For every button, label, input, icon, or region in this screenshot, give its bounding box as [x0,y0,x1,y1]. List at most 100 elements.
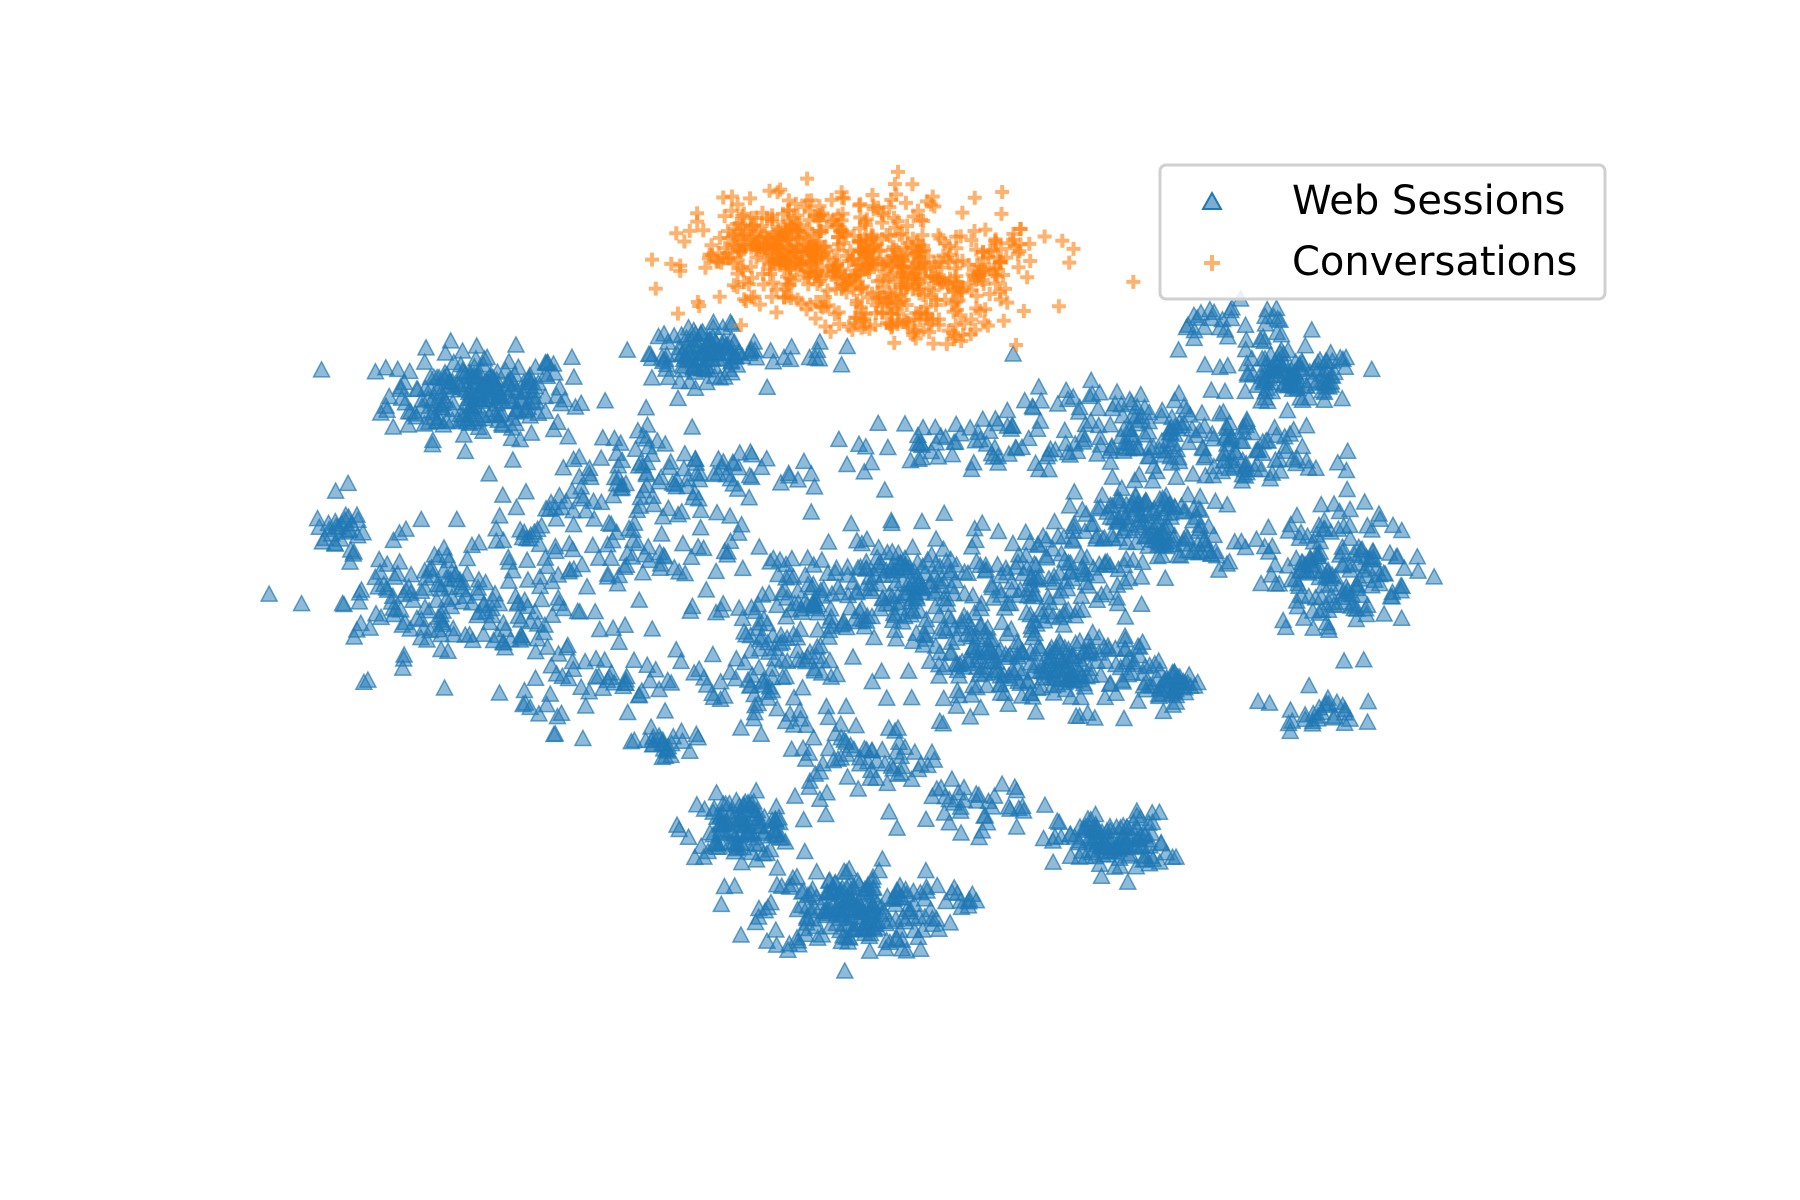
scatter-point-web-sessions [717,338,737,356]
scatter-point-web-sessions [794,451,814,470]
scatter-point-web-sessions [986,660,1006,678]
scatter-point-web-sessions [731,925,751,943]
scatter-point-web-sessions [1050,634,1070,653]
scatter-point-web-sessions [890,920,910,938]
scatter-point-conversations [898,195,913,210]
scatter-point-conversations [887,335,902,350]
scatter-point-web-sessions [591,448,611,466]
scatter-point-web-sessions [949,666,969,684]
scatter-point-web-sessions [721,820,740,839]
scatter-point-web-sessions [366,362,385,380]
scatter-point-web-sessions [629,590,649,608]
scatter-point-web-sessions [1374,604,1394,622]
scatter-point-web-sessions [922,742,942,760]
scatter-point-web-sessions [1065,827,1084,845]
scatter-point-web-sessions [923,914,942,933]
scatter-point-web-sessions [1154,701,1173,720]
scatter-point-web-sessions [725,876,744,894]
scatter-point-web-sessions [576,696,595,714]
scatter-point-web-sessions [642,619,662,637]
scatter-point-web-sessions [390,552,409,570]
scatter-point-web-sessions [691,518,710,536]
scatter-point-web-sessions [904,881,923,900]
scatter-point-web-sessions [837,336,857,355]
scatter-point-web-sessions [933,714,953,732]
scatter-point-web-sessions [872,661,891,679]
scatter-point-web-sessions [1049,659,1068,678]
scatter-point-web-sessions [1362,359,1382,378]
scatter-point-web-sessions [1248,691,1268,710]
scatter-point-web-sessions [1114,708,1134,727]
scatter-point-web-sessions [731,718,751,736]
scatter-point-web-sessions [1148,669,1168,687]
scatter-point-web-sessions [991,683,1010,701]
scatter-point-web-sessions [1259,517,1278,536]
scatter-point-web-sessions [434,368,454,387]
scatter-point-web-sessions [843,647,863,665]
scatter-point-conversations [1126,274,1141,289]
scatter-point-web-sessions [377,400,397,418]
scatter-point-web-sessions [1061,846,1080,864]
scatter-point-web-sessions [1302,320,1322,338]
scatter-point-web-sessions [1273,610,1293,629]
scatter-point-web-sessions [875,480,895,498]
scatter-point-web-sessions [712,894,731,913]
scatter-point-web-sessions [658,332,678,350]
scatter-point-web-sessions [615,615,635,633]
scatter-point-web-sessions [846,716,866,734]
scatter-point-conversations [770,185,785,200]
scatter-point-web-sessions [821,899,840,917]
scatter-point-web-sessions [490,382,509,401]
scatter-point-web-sessions [788,931,808,949]
scatter-point-web-sessions [673,731,692,749]
scatter-point-web-sessions [490,683,509,701]
scatter-point-web-sessions [467,336,486,354]
scatter-point-web-sessions [1167,467,1186,485]
scatter-point-conversations [865,187,880,202]
scatter-point-web-sessions [927,875,947,894]
scatter-point-web-sessions [681,339,700,357]
scatter-point-conversations [994,206,1009,221]
scatter-point-web-sessions [519,392,538,410]
scatter-point-web-sessions [805,898,824,916]
scatter-point-web-sessions [1132,594,1151,613]
scatter-point-web-sessions [757,449,776,467]
scatter-point-web-sessions [1023,687,1043,705]
scatter-point-web-sessions [873,849,892,867]
scatter-point-web-sessions [477,347,497,366]
scatter-point-web-sessions [864,627,884,646]
scatter-point-web-sessions [1337,479,1357,498]
legend: Web Sessions Conversations [1158,163,1607,301]
scatter-point-web-sessions [955,584,974,602]
scatter-point-web-sessions [292,594,311,612]
scatter-point-web-sessions [934,503,954,521]
scatter-point-conversations [648,281,663,296]
scatter-point-web-sessions [935,657,954,676]
scatter-point-web-sessions [864,878,883,896]
scatter-point-web-sessions [1358,712,1377,730]
scatter-point-web-sessions [892,939,912,957]
scatter-point-conversations [875,215,890,230]
scatter-point-web-sessions [1162,684,1181,702]
scatter-point-web-sessions [400,361,419,380]
scatter-point-web-sessions [583,535,603,554]
scatter-point-web-sessions [1338,441,1357,459]
scatter-point-web-sessions [1169,340,1188,358]
scatter-point-web-sessions [680,741,700,759]
scatter-point-web-sessions [435,678,454,696]
scatter-point-web-sessions [817,783,837,801]
scatter-point-web-sessions [1118,872,1138,890]
scatter-point-web-sessions [447,509,467,528]
scatter-point-web-sessions [1061,687,1081,705]
scatter-point-web-sessions [768,858,787,876]
scatter-point-web-sessions [721,352,741,370]
scatter-point-web-sessions [926,529,946,547]
scatter-point-web-sessions [1311,495,1331,513]
scatter-point-web-sessions [1355,492,1374,510]
scatter-point-web-sessions [336,505,356,523]
scatter-point-web-sessions [1045,511,1064,530]
scatter-point-web-sessions [873,740,892,758]
scatter-point-web-sessions [541,684,560,702]
scatter-point-web-sessions [925,583,944,601]
scatter-point-web-sessions [564,515,583,533]
